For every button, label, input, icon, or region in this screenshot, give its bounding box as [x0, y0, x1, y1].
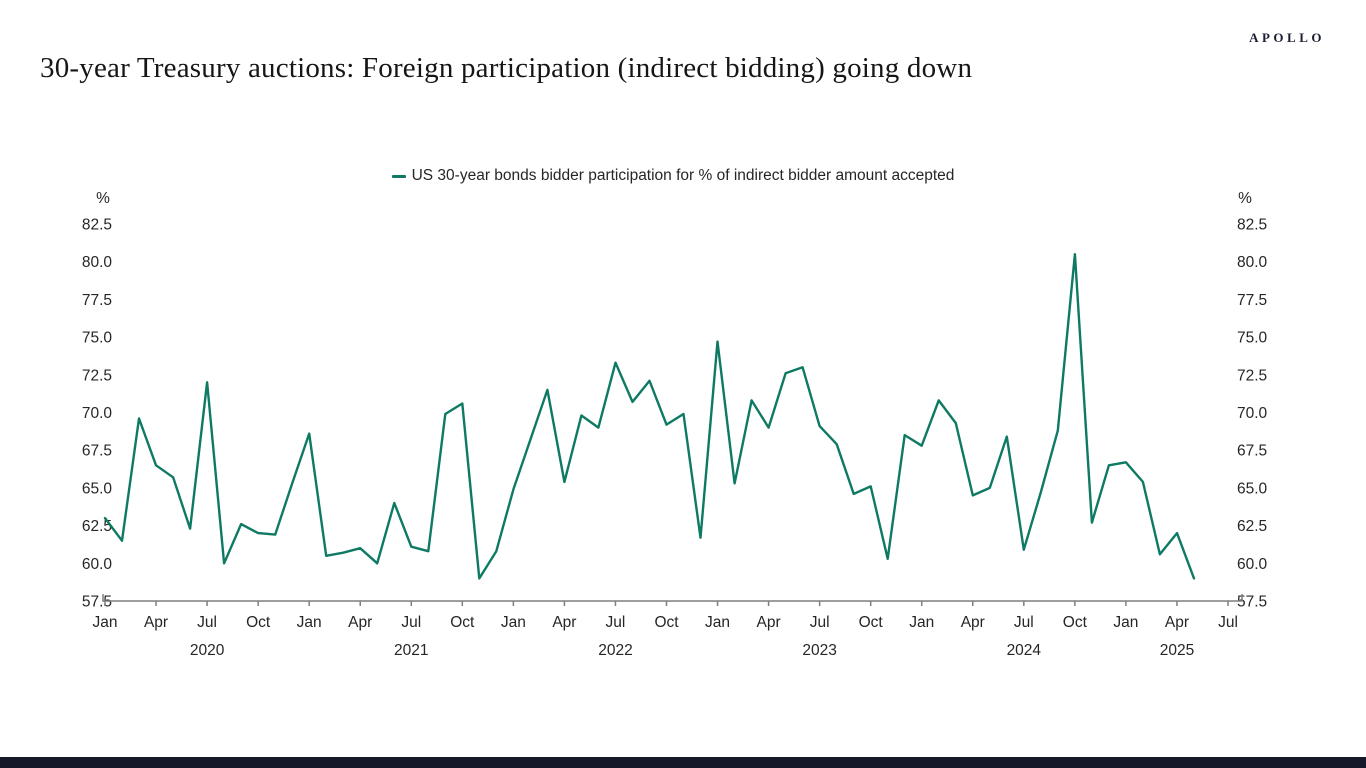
svg-text:%: % — [96, 190, 110, 207]
svg-text:72.5: 72.5 — [1237, 367, 1267, 384]
svg-text:Apr: Apr — [144, 614, 168, 631]
svg-text:75.0: 75.0 — [82, 330, 113, 347]
svg-text:57.5: 57.5 — [82, 594, 112, 611]
svg-text:82.5: 82.5 — [82, 217, 112, 234]
svg-text:2023: 2023 — [802, 642, 836, 659]
svg-text:Oct: Oct — [859, 614, 884, 631]
svg-text:2020: 2020 — [190, 642, 225, 659]
svg-text:Oct: Oct — [1063, 614, 1088, 631]
svg-text:Apr: Apr — [1165, 614, 1189, 631]
apollo-logo: APOLLO — [1249, 30, 1325, 45]
svg-text:Jul: Jul — [810, 614, 830, 631]
svg-text:Jan: Jan — [501, 614, 526, 631]
x-axis-year-labels: 2020 2021 2022 2023 2024 2025 — [190, 642, 1194, 659]
svg-text:Jan: Jan — [1113, 614, 1138, 631]
svg-text:62.5: 62.5 — [82, 518, 112, 535]
svg-text:Jan: Jan — [93, 614, 118, 631]
y-axis-right-labels: 82.5 80.0 77.5 75.0 72.5 70.0 67.5 65.0 62.5 60.0… — [1237, 190, 1268, 611]
svg-text:Jul: Jul — [1014, 614, 1034, 631]
svg-text:2021: 2021 — [394, 642, 428, 659]
legend-label: US 30-year bonds bidder participation fo… — [411, 167, 955, 184]
svg-text:Jul: Jul — [401, 614, 421, 631]
svg-text:Jan: Jan — [909, 614, 934, 631]
svg-text:2024: 2024 — [1007, 642, 1042, 659]
page-title: 30-year Treasury auctions: Foreign parti… — [40, 52, 973, 84]
svg-text:70.0: 70.0 — [1237, 405, 1268, 422]
svg-text:2022: 2022 — [598, 642, 632, 659]
svg-text:60.0: 60.0 — [82, 556, 113, 573]
svg-text:Jul: Jul — [606, 614, 626, 631]
svg-text:70.0: 70.0 — [82, 405, 113, 422]
svg-text:Oct: Oct — [450, 614, 475, 631]
y-axis-left-labels: 82.5 80.0 77.5 75.0 72.5 70.0 67.5 65.0 62.5 60.0… — [82, 190, 113, 611]
svg-text:Jan: Jan — [297, 614, 322, 631]
svg-text:77.5: 77.5 — [1237, 292, 1267, 309]
footer-bar — [0, 757, 1366, 768]
legend-line-icon — [391, 174, 406, 178]
svg-text:62.5: 62.5 — [1237, 518, 1267, 535]
x-axis: Jan Apr Jul Oct Jan Apr Jul Oct Jan Apr Jul Oct Jan A… — [93, 594, 1243, 631]
svg-text:2025: 2025 — [1160, 642, 1194, 659]
svg-text:80.0: 80.0 — [1237, 254, 1268, 271]
svg-text:75.0: 75.0 — [1237, 330, 1268, 347]
svg-text:Jul: Jul — [1218, 614, 1238, 631]
svg-text:57.5: 57.5 — [1237, 594, 1267, 611]
svg-text:82.5: 82.5 — [1237, 217, 1267, 234]
svg-text:67.5: 67.5 — [82, 443, 112, 460]
chart-legend: US 30-year bonds bidder participation fo… — [0, 167, 1346, 185]
svg-text:Jan: Jan — [705, 614, 730, 631]
svg-text:77.5: 77.5 — [82, 292, 112, 309]
svg-text:67.5: 67.5 — [1237, 443, 1267, 460]
svg-text:%: % — [1238, 190, 1252, 207]
svg-text:60.0: 60.0 — [1237, 556, 1268, 573]
svg-text:65.0: 65.0 — [1237, 480, 1268, 497]
data-series-line — [103, 252, 1196, 580]
svg-text:Oct: Oct — [246, 614, 271, 631]
svg-text:Apr: Apr — [348, 614, 372, 631]
svg-text:Apr: Apr — [961, 614, 985, 631]
svg-text:Apr: Apr — [757, 614, 781, 631]
svg-text:80.0: 80.0 — [82, 254, 113, 271]
svg-text:72.5: 72.5 — [82, 367, 112, 384]
svg-text:Jul: Jul — [197, 614, 217, 631]
svg-text:65.0: 65.0 — [82, 480, 113, 497]
svg-text:Apr: Apr — [552, 614, 576, 631]
svg-text:Oct: Oct — [654, 614, 679, 631]
